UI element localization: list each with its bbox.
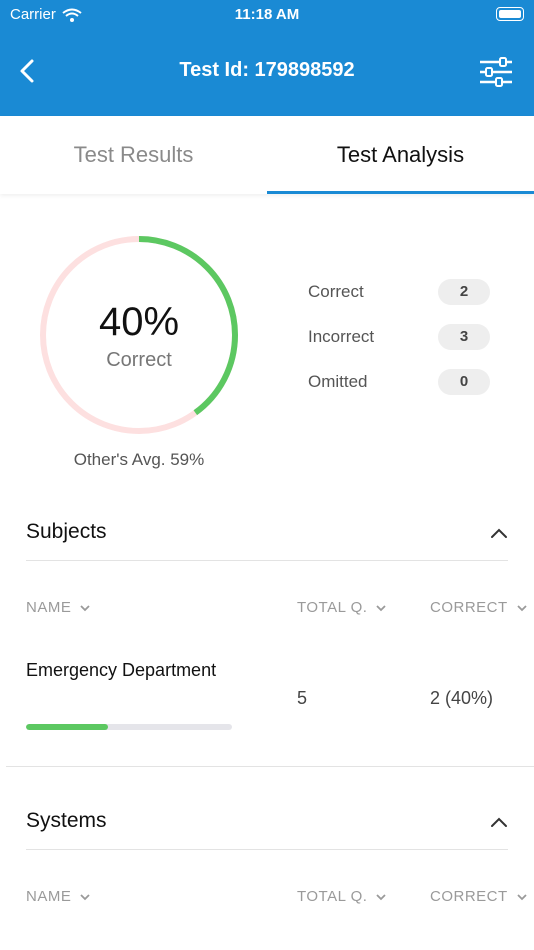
chevron-down-icon (80, 604, 90, 611)
stat-correct: Correct 2 (308, 279, 490, 305)
others-average: Other's Avg. 59% (73, 450, 205, 469)
wifi-icon (62, 8, 82, 22)
chevron-up-icon[interactable] (490, 527, 508, 539)
stat-label: Incorrect (308, 327, 375, 346)
chevron-down-icon (376, 893, 387, 900)
stat-label: Omitted (308, 372, 368, 391)
subject-total: 5 (297, 688, 308, 708)
stat-count-badge: 0 (438, 369, 490, 395)
col-header-label: TOTAL Q. (297, 599, 368, 616)
chevron-down-icon (517, 893, 527, 900)
carrier-label: Carrier (10, 6, 56, 23)
status-bar: Carrier 11:18 AM (0, 0, 534, 28)
systems-col-correct[interactable]: CORRECT (430, 888, 528, 905)
section-divider (26, 560, 508, 561)
chevron-up-icon[interactable] (490, 816, 508, 828)
tab-bar: Test Results Test Analysis (0, 116, 534, 194)
stat-count-badge: 2 (438, 279, 490, 305)
carrier-info: Carrier (10, 6, 82, 23)
chevron-down-icon (80, 893, 90, 900)
active-tab-indicator (267, 191, 534, 194)
page-title: Test Id: 179898592 (179, 59, 355, 81)
section-divider (26, 849, 508, 850)
subject-progress-fill (26, 724, 109, 730)
systems-section-title: Systems (26, 809, 107, 832)
subjects-col-name[interactable]: NAME (26, 599, 91, 616)
sliders-icon[interactable] (478, 56, 514, 88)
nav-bar: Test Id: 179898592 (0, 28, 534, 116)
row-divider (6, 766, 534, 767)
stat-incorrect: Incorrect 3 (308, 324, 490, 350)
status-time: 11:18 AM (234, 6, 300, 23)
systems-col-name[interactable]: NAME (26, 888, 91, 905)
percent-correct-label: Correct (106, 349, 172, 371)
col-header-label: NAME (26, 888, 72, 905)
chevron-down-icon (376, 604, 387, 611)
subject-progress-bar (26, 724, 232, 730)
subjects-section-title: Subjects (26, 520, 107, 543)
col-header-label: CORRECT (430, 599, 508, 616)
systems-col-total[interactable]: TOTAL Q. (297, 888, 387, 905)
stat-label: Correct (308, 282, 364, 301)
col-header-label: CORRECT (430, 888, 508, 905)
subject-name: Emergency Department (26, 660, 217, 680)
subject-correct: 2 (40%) (430, 688, 494, 708)
tab-test-results[interactable]: Test Results (0, 116, 267, 194)
col-header-label: TOTAL Q. (297, 888, 368, 905)
percent-correct: 40% (98, 300, 180, 344)
donut-correct-arc (40, 236, 238, 434)
stat-count-badge: 3 (438, 324, 490, 350)
stat-omitted: Omitted 0 (308, 369, 490, 395)
tab-test-analysis[interactable]: Test Analysis (267, 116, 534, 194)
tab-label: Test Results (73, 142, 194, 167)
subjects-col-total[interactable]: TOTAL Q. (297, 599, 387, 616)
battery-icon (496, 7, 524, 21)
tab-label: Test Analysis (336, 142, 465, 167)
chevron-down-icon (517, 604, 527, 611)
score-donut (40, 236, 238, 434)
chevron-left-icon[interactable] (14, 56, 44, 86)
col-header-label: NAME (26, 599, 72, 616)
subjects-col-correct[interactable]: CORRECT (430, 599, 528, 616)
